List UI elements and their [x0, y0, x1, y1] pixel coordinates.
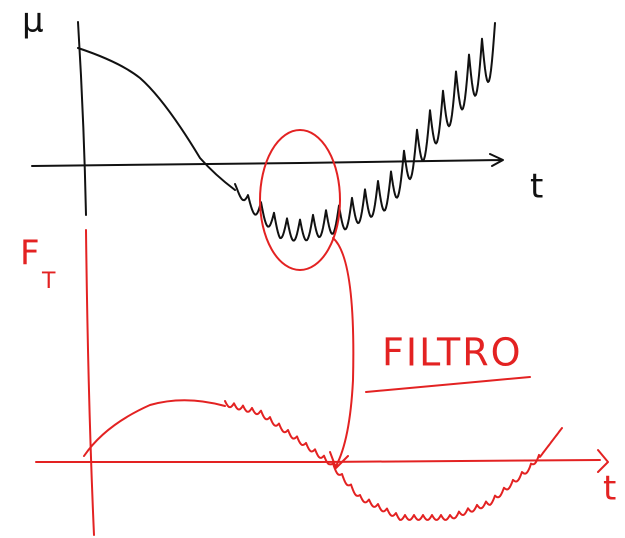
bottom-y-axis [86, 230, 94, 535]
highlight-circle [260, 130, 340, 270]
bottom-x-label: t [603, 469, 616, 509]
bottom-curve-start [84, 400, 225, 456]
annotation: FILTRO [382, 331, 523, 375]
annotation-underline [366, 377, 530, 392]
sketch: μ t F T t FILTRO [0, 0, 625, 538]
top-y-label: μ [22, 1, 44, 41]
bottom-x-axis [36, 450, 608, 472]
bottom-y-label-subscript: T [41, 269, 56, 294]
top-curve-start [78, 48, 235, 190]
bottom-y-label: F [20, 234, 40, 274]
top-x-label: t [530, 167, 543, 207]
top-curve-oscillation [235, 23, 495, 241]
arrow [330, 238, 353, 468]
